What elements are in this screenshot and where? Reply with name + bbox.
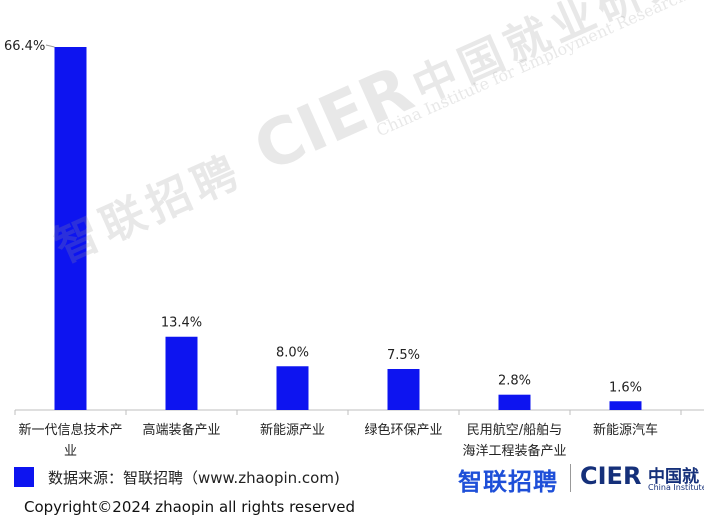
bar <box>387 368 420 410</box>
x-tick-label: 海洋工程装备产业 <box>462 443 566 459</box>
bar <box>54 47 87 410</box>
bar <box>498 394 531 410</box>
logo-divider <box>570 464 571 492</box>
x-tick-label: 业 <box>64 444 77 459</box>
legend-label: 数据来源：智联招聘（www.zhaopin.com) <box>48 468 340 487</box>
x-tick-label: 民用航空/船舶与 <box>467 422 562 438</box>
x-tick-label: 高端装备产业 <box>142 422 220 438</box>
copyright-text: Copyright©2024 zhaopin all rights reserv… <box>24 498 355 516</box>
data-label-leader <box>45 44 55 48</box>
data-label: 7.5% <box>387 348 420 363</box>
legend-swatch <box>14 467 34 487</box>
bar <box>276 366 309 410</box>
data-label: 2.8% <box>498 374 531 389</box>
x-tick-label: 新一代信息技术产 <box>18 422 122 438</box>
bar <box>609 401 642 410</box>
x-tick-label: 绿色环保产业 <box>364 422 442 438</box>
cier-logo-en: China Institute fo <box>648 483 704 492</box>
cier-logo: CIER <box>580 462 642 490</box>
data-label: 66.4% <box>4 39 45 54</box>
x-tick-label: 新能源产业 <box>260 422 325 438</box>
bar <box>165 336 198 410</box>
legend: 数据来源：智联招聘（www.zhaopin.com) <box>14 465 340 489</box>
data-label: 1.6% <box>609 380 642 395</box>
data-label: 13.4% <box>161 316 202 331</box>
data-label: 8.0% <box>276 345 309 360</box>
zhilian-logo: 智联招聘 <box>458 468 558 496</box>
cier-logo-cn: 中国就 <box>648 467 699 487</box>
x-tick-label: 新能源汽车 <box>593 422 658 438</box>
